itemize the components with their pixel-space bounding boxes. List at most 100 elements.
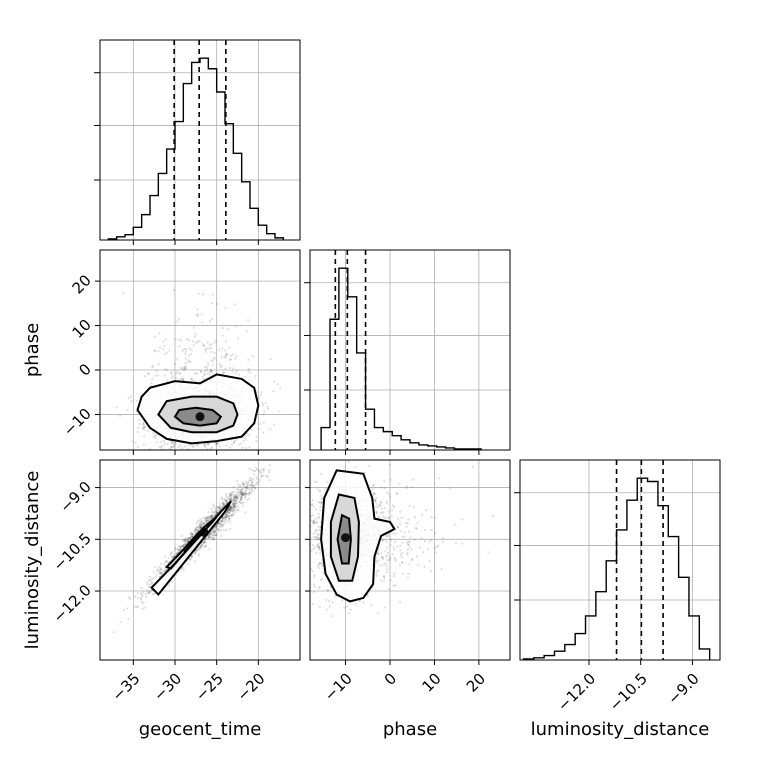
scatter-point	[224, 460, 226, 462]
scatter-point	[218, 507, 221, 510]
scatter-point	[233, 502, 237, 505]
scatter-point	[228, 346, 231, 349]
scatter-point	[408, 504, 411, 508]
scatter-point	[186, 540, 189, 544]
scatter-point	[154, 565, 157, 569]
scatter-point	[200, 370, 203, 373]
scatter-point	[248, 492, 251, 495]
scatter-point	[122, 608, 126, 612]
scatter-point	[166, 442, 169, 445]
scatter-point	[191, 532, 195, 536]
scatter-point	[220, 523, 223, 526]
scatter-point	[192, 340, 195, 343]
scatter-point	[232, 367, 235, 370]
scatter-point	[228, 509, 231, 512]
scatter-point	[179, 548, 182, 551]
scatter-point	[228, 507, 231, 511]
scatter-point	[312, 547, 315, 550]
scatter-point	[405, 541, 409, 544]
scatter-point	[204, 519, 207, 523]
scatter-point	[382, 575, 386, 578]
scatter-point	[237, 443, 240, 446]
scatter-point	[163, 344, 166, 347]
scatter-point	[226, 501, 229, 504]
scatter-point	[399, 553, 402, 557]
scatter-point	[214, 339, 218, 342]
scatter-point	[354, 466, 357, 469]
scatter-point	[163, 352, 166, 356]
scatter-point	[406, 485, 409, 488]
scatter-point	[268, 469, 271, 472]
x-tick-label: 10	[418, 670, 444, 696]
scatter-point	[155, 573, 158, 576]
scatter-point	[241, 446, 244, 449]
scatter-point	[228, 511, 231, 514]
scatter-point	[229, 498, 233, 501]
scatter-point	[142, 426, 146, 429]
scatter-point	[190, 444, 194, 447]
scatter-point	[184, 367, 187, 370]
scatter-point	[175, 376, 178, 380]
scatter-point	[248, 484, 251, 488]
scatter-point	[207, 515, 211, 518]
scatter-point	[307, 519, 309, 521]
scatter-point	[155, 369, 158, 372]
scatter-point	[312, 519, 315, 523]
scatter-point	[182, 545, 185, 549]
scatter-point	[394, 532, 397, 535]
scatter-point	[203, 444, 206, 447]
scatter-point	[232, 502, 235, 505]
scatter-point	[257, 396, 261, 400]
scatter-point	[233, 502, 237, 505]
scatter-point	[233, 439, 236, 442]
scatter-point	[311, 520, 314, 523]
scatter-point	[312, 532, 315, 535]
scatter-point	[228, 505, 231, 509]
scatter-point	[210, 536, 213, 539]
scatter-point	[240, 502, 243, 505]
scatter-point	[328, 605, 332, 608]
scatter-point	[229, 498, 232, 501]
scatter-point	[233, 498, 236, 501]
scatter-point	[200, 544, 203, 547]
scatter-point	[186, 447, 189, 450]
scatter-point	[209, 518, 212, 521]
scatter-point	[250, 492, 253, 495]
scatter-point	[321, 564, 324, 567]
scatter-point	[205, 366, 208, 369]
scatter-point	[212, 537, 215, 540]
scatter-point	[138, 418, 141, 422]
scatter-point	[262, 421, 265, 424]
scatter-point	[318, 548, 321, 551]
scatter-point	[163, 567, 167, 571]
panel-frame	[99, 459, 301, 661]
scatter-point	[174, 441, 177, 444]
scatter-point	[207, 536, 211, 540]
scatter-point	[208, 373, 211, 376]
scatter-point	[217, 505, 221, 509]
scatter-point	[413, 538, 416, 541]
scatter-point	[377, 559, 380, 562]
scatter-point	[160, 441, 163, 444]
scatter-point	[177, 548, 180, 551]
scatter-point	[229, 495, 232, 498]
scatter-point	[207, 533, 211, 537]
scatter-point	[191, 532, 194, 536]
scatter-point	[219, 528, 223, 532]
scatter-point	[202, 522, 205, 525]
scatter-point	[252, 469, 255, 473]
scatter-point	[215, 511, 219, 515]
scatter-point	[203, 443, 207, 447]
scatter-point	[205, 519, 208, 522]
scatter-point	[316, 536, 319, 539]
scatter-point	[140, 593, 143, 596]
scatter-point	[209, 533, 212, 536]
scatter-point	[262, 403, 265, 407]
scatter-point	[201, 293, 205, 296]
scatter-point	[239, 491, 242, 494]
scatter-point	[207, 517, 210, 520]
scatter-point	[232, 512, 235, 515]
scatter-point	[231, 513, 234, 517]
scatter-point	[321, 577, 324, 580]
scatter-point	[306, 580, 308, 582]
